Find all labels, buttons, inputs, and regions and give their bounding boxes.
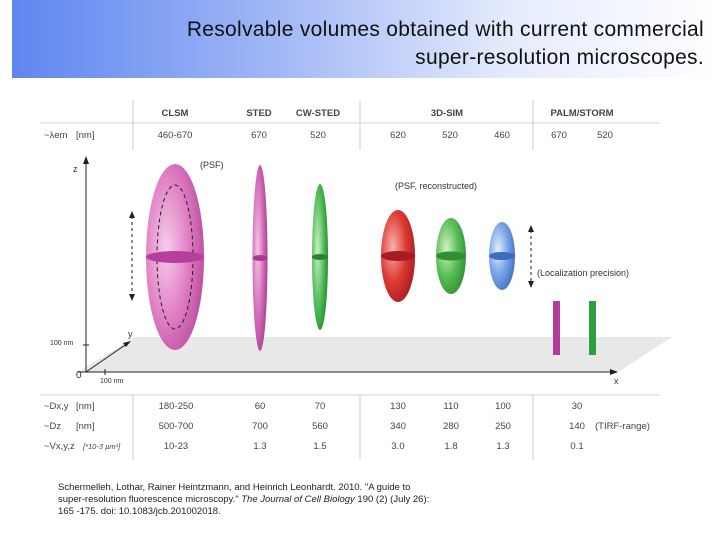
row-label-dz: ~Dz (44, 421, 61, 432)
lambda-cw-sted: 520 (310, 130, 326, 141)
axis-z-label: z (73, 164, 78, 174)
vxyz-sim-blue: 1.3 (496, 441, 509, 452)
dz-sim-green: 280 (443, 421, 459, 432)
title-line-2: super-resolution microscopes. (415, 46, 704, 69)
citation-journal: The Journal of Cell Biology (241, 494, 355, 505)
dxy-cw-sted: 70 (315, 401, 326, 412)
clsm-psf-ellipsoid (146, 164, 204, 350)
x-axis-arrow (610, 369, 618, 375)
palm-green-bar (589, 301, 596, 355)
y-axis-arrow (123, 341, 131, 347)
row-label-lambda: ~λem (44, 130, 68, 141)
dxy-sted: 60 (255, 401, 266, 412)
vxyz-clsm: 10-23 (164, 441, 188, 452)
dxy-sim-red: 130 (390, 401, 406, 412)
title-line-1: Resolvable volumes obtained with current… (186, 18, 704, 41)
palm-magenta-bar (553, 301, 560, 355)
dz-cw-sted: 560 (312, 421, 328, 432)
sted-psf-ellipsoid (252, 165, 268, 351)
axis-origin-label: 0 (76, 370, 82, 381)
method-sted: STED (246, 108, 271, 119)
row-unit-lambda: [nm] (76, 130, 94, 141)
slide-title: Resolvable volumes obtained with current… (44, 16, 704, 72)
base-plane (78, 337, 672, 372)
scale-x-label: 100 nm (100, 378, 124, 385)
lambda-sim-green: 520 (442, 130, 458, 141)
row-unit-dxy: [nm] (76, 401, 94, 412)
dz-sim-blue: 250 (495, 421, 511, 432)
dxy-sim-blue: 100 (495, 401, 511, 412)
row-unit-vxyz: [*10-3 µm³] (82, 442, 121, 451)
vxyz-sted: 1.3 (253, 441, 266, 452)
annotation-psf: (PSF) (200, 160, 224, 170)
dxy-palm: 30 (572, 401, 583, 412)
row-unit-dz: [nm] (76, 421, 94, 432)
axis-y-label: y (128, 329, 133, 339)
lambda-sim-blue: 460 (494, 130, 510, 141)
cw-sted-psf-ellipsoid (312, 184, 328, 330)
method-palm-storm: PALM/STORM (551, 108, 614, 119)
dxy-sim-green: 110 (443, 401, 458, 412)
column-dividers (132, 100, 534, 460)
citation-text: Schermelleh, Lothar, Rainer Heintzmann, … (58, 482, 411, 505)
sim-red-ellipsoid (381, 210, 415, 302)
vxyz-palm: 0.1 (570, 441, 583, 452)
axis-x-label: x (614, 376, 619, 386)
method-cw-sted: CW-STED (296, 108, 340, 119)
title-banner (12, 0, 720, 78)
clsm-height-arrow (129, 211, 135, 301)
row-label-dxy: ~Dx,y (44, 401, 69, 412)
dz-sim-red: 340 (390, 421, 406, 432)
annotation-localization: (Localization precision) (537, 268, 629, 278)
method-3d-sim: 3D-SIM (431, 108, 463, 119)
scale-z-label: 100 nm (50, 340, 74, 347)
lambda-clsm: 460-670 (158, 130, 193, 141)
y-axis-line (85, 342, 129, 373)
z-axis-arrow (83, 156, 89, 164)
sim-green-ellipsoid (436, 218, 466, 294)
dz-palm: 140 (569, 421, 585, 432)
dz-tirf-note: (TIRF-range) (595, 421, 650, 432)
dxy-clsm: 180-250 (159, 401, 194, 412)
lambda-sim-red: 620 (390, 130, 406, 141)
annotation-psf-reconstructed: (PSF, reconstructed) (395, 181, 477, 191)
sim-blue-ellipsoid (489, 222, 515, 290)
lambda-sted: 670 (251, 130, 267, 141)
vxyz-cw-sted: 1.5 (313, 441, 326, 452)
vxyz-sim-red: 3.0 (391, 441, 404, 452)
method-clsm: CLSM (162, 108, 189, 119)
dz-sted: 700 (252, 421, 268, 432)
lambda-palm-green: 520 (597, 130, 613, 141)
dz-clsm: 500-700 (159, 421, 194, 432)
citation: Schermelleh, Lothar, Rainer Heintzmann, … (58, 482, 438, 518)
sim-height-arrow (528, 225, 534, 288)
lambda-palm-magenta: 670 (551, 130, 567, 141)
citation-details: 190 (2) (July 26): 165 -175. doi: 10.108… (58, 494, 430, 517)
row-label-vxyz: ~Vx,y,z (44, 441, 75, 452)
vxyz-sim-green: 1.8 (444, 441, 457, 452)
